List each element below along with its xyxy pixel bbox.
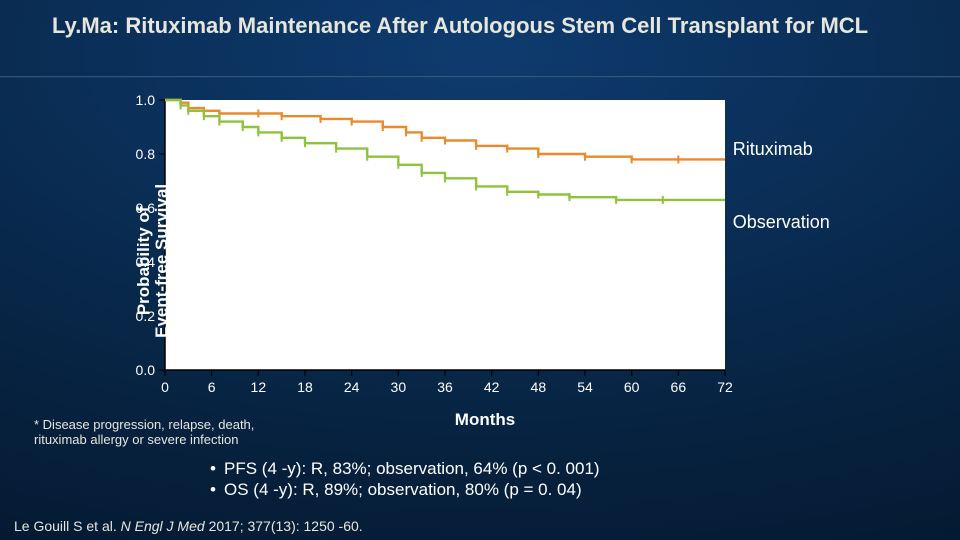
table-cell-r: Not reached: [438, 315, 539, 336]
y-axis-label: Probability ofEvent-free Survival: [135, 161, 171, 361]
svg-text:72: 72: [717, 379, 733, 395]
page-title: Ly.Ma: Rituximab Maintenance After Autol…: [52, 12, 880, 40]
svg-text:60: 60: [624, 379, 640, 395]
hr-line2: p = 0. 002: [243, 320, 313, 337]
svg-text:0: 0: [161, 379, 169, 395]
svg-text:42: 42: [484, 379, 500, 395]
hr-stat: HR*0.46 = p = 0. 002: [243, 303, 313, 337]
table-cell-obs: Not reached: [538, 315, 705, 336]
x-axis-label: Months: [455, 410, 515, 430]
series-label-observation: Observation: [733, 212, 830, 233]
svg-text:36: 36: [437, 379, 453, 395]
km-plot-svg: 0.00.20.40.60.81.00612182430364248546066…: [105, 88, 865, 408]
median-efs-table: R (n = 120) Observation (n = 120) Median…: [336, 294, 705, 335]
svg-text:12: 12: [251, 379, 267, 395]
km-plot: 0.00.20.40.60.81.00612182430364248546066…: [105, 88, 865, 408]
summary-bullets: •PFS (4 -y): R, 83%; observation, 64% (p…: [210, 458, 600, 501]
svg-text:30: 30: [391, 379, 407, 395]
svg-text:1.0: 1.0: [136, 92, 156, 108]
table-col-obs: Observation (n = 120): [538, 294, 705, 315]
svg-text:54: 54: [577, 379, 593, 395]
title-divider: [0, 76, 960, 78]
citation: Le Gouill S et al. N Engl J Med 2017; 37…: [14, 518, 363, 534]
svg-text:18: 18: [297, 379, 313, 395]
svg-text:48: 48: [531, 379, 547, 395]
svg-text:6: 6: [208, 379, 216, 395]
hr-line1: HR*0.46 =: [243, 303, 313, 320]
table-blank-header: [336, 294, 438, 315]
bullet-os: •OS (4 -y): R, 89%; observation, 80% (p …: [210, 479, 600, 500]
svg-text:0.0: 0.0: [136, 362, 156, 378]
svg-text:24: 24: [344, 379, 360, 395]
series-label-rituximab: Rituximab: [733, 139, 813, 160]
footnote: * Disease progression, relapse, death, r…: [34, 418, 254, 448]
svg-text:66: 66: [671, 379, 687, 395]
table-row-label: Median EFS: [336, 315, 438, 336]
table-col-r: R (n = 120): [438, 294, 539, 315]
svg-text:0.8: 0.8: [136, 146, 156, 162]
bullet-pfs: •PFS (4 -y): R, 83%; observation, 64% (p…: [210, 458, 600, 479]
